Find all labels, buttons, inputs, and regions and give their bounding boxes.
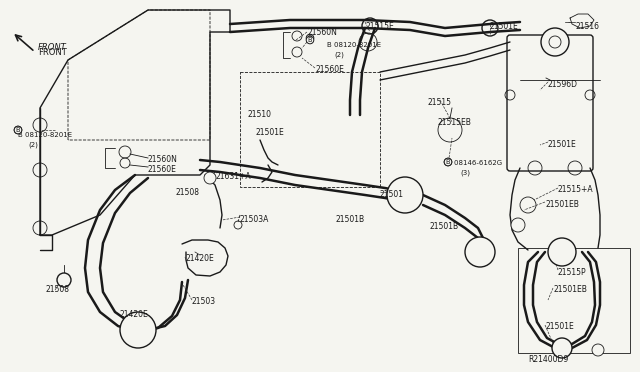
Text: 21501B: 21501B [430, 222, 459, 231]
Text: 21501: 21501 [380, 190, 404, 199]
Text: FRONT: FRONT [38, 44, 67, 52]
FancyBboxPatch shape [507, 35, 593, 171]
Text: B: B [16, 127, 20, 133]
Text: 21501E: 21501E [545, 322, 573, 331]
Circle shape [541, 28, 569, 56]
Circle shape [548, 238, 576, 266]
Circle shape [120, 312, 156, 348]
Text: B 08120-8201E: B 08120-8201E [18, 132, 72, 138]
Text: FRONT: FRONT [38, 48, 67, 57]
Text: B: B [308, 37, 312, 43]
Circle shape [204, 172, 216, 184]
Text: R21400D9: R21400D9 [528, 355, 568, 364]
Circle shape [592, 344, 604, 356]
Text: 21515: 21515 [428, 98, 452, 107]
Text: 21501E: 21501E [490, 22, 519, 31]
Circle shape [465, 237, 495, 267]
Text: 21560E: 21560E [315, 65, 344, 74]
Text: 21508: 21508 [175, 188, 199, 197]
Text: 21510: 21510 [248, 110, 272, 119]
Text: 21420E: 21420E [120, 310, 148, 319]
Text: 21515E: 21515E [365, 22, 394, 31]
Text: 21503A: 21503A [240, 215, 269, 224]
Bar [518, 248, 630, 353]
Bar [240, 72, 380, 187]
Text: B: B [445, 159, 451, 165]
Text: (2): (2) [28, 142, 38, 148]
Text: 21515EB: 21515EB [438, 118, 472, 127]
Circle shape [552, 338, 572, 358]
Text: B: B [445, 159, 451, 165]
Text: 21596D: 21596D [548, 80, 578, 89]
Circle shape [511, 218, 525, 232]
Text: B 08120-8201E: B 08120-8201E [327, 42, 381, 48]
Text: 21515+A: 21515+A [558, 185, 594, 194]
Text: 21516: 21516 [575, 22, 599, 31]
Circle shape [387, 177, 423, 213]
Text: 21420E: 21420E [185, 254, 214, 263]
Text: 21560N: 21560N [307, 28, 337, 37]
Text: B: B [16, 127, 20, 133]
Text: 21501B: 21501B [335, 215, 364, 224]
Text: B: B [308, 35, 312, 41]
Text: 21508: 21508 [45, 285, 69, 294]
Text: 21501EB: 21501EB [553, 285, 587, 294]
Text: B 08146-6162G: B 08146-6162G [447, 160, 502, 166]
Text: (2): (2) [334, 52, 344, 58]
Text: 21501E: 21501E [548, 140, 577, 149]
Text: 21631+A: 21631+A [215, 172, 251, 181]
Text: 21515P: 21515P [558, 268, 587, 277]
Text: 21501E: 21501E [255, 128, 284, 137]
Circle shape [57, 273, 71, 287]
Text: 21560N: 21560N [148, 155, 178, 164]
Text: (3): (3) [460, 170, 470, 176]
Text: 21503: 21503 [192, 297, 216, 306]
Text: 21560E: 21560E [148, 165, 177, 174]
Text: 21501EB: 21501EB [545, 200, 579, 209]
